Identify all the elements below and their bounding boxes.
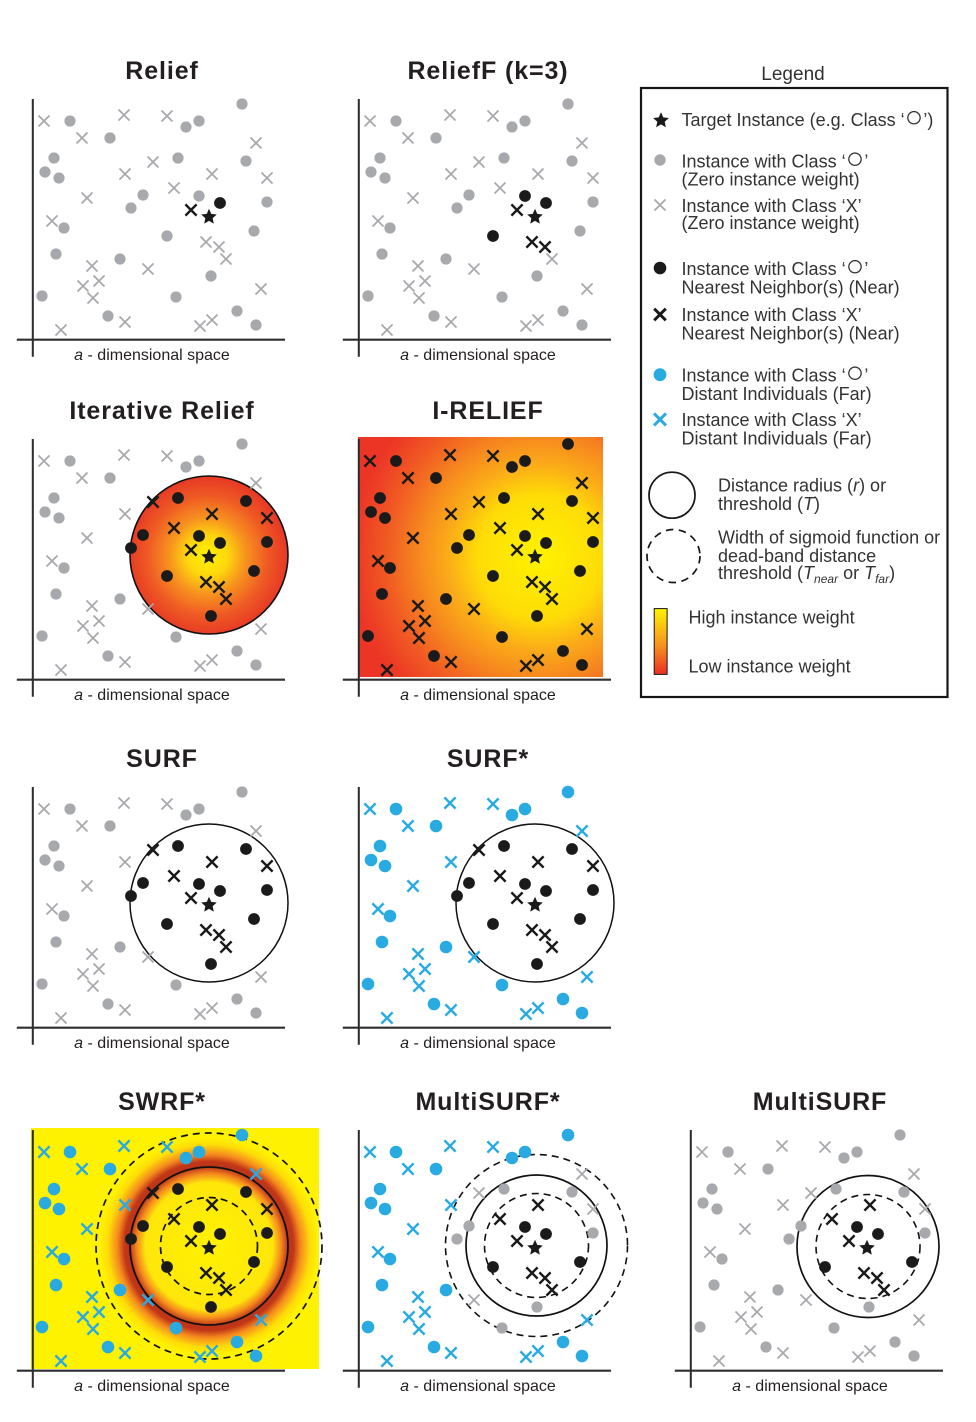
svg-text:a - dimensional space: a - dimensional space: [74, 687, 230, 704]
svg-text:(Zero instance weight): (Zero instance weight): [682, 169, 860, 189]
svg-text:SURF: SURF: [126, 745, 198, 773]
svg-text:a - dimensional space: a - dimensional space: [400, 1378, 556, 1395]
svg-text:Relief: Relief: [125, 57, 198, 85]
svg-text:High instance weight: High instance weight: [689, 608, 855, 628]
svg-text:(Zero instance weight): (Zero instance weight): [682, 213, 860, 233]
svg-text:Instance with Class ‘X’: Instance with Class ‘X’: [682, 410, 862, 430]
svg-text:dead-band distance: dead-band distance: [718, 546, 876, 566]
svg-text:Width of sigmoid function or: Width of sigmoid function or: [718, 528, 940, 548]
svg-text:SWRF*: SWRF*: [118, 1088, 206, 1116]
svg-text:a - dimensional space: a - dimensional space: [400, 347, 556, 364]
svg-text:MultiSURF: MultiSURF: [753, 1088, 887, 1116]
svg-text:SURF*: SURF*: [447, 745, 529, 773]
svg-text:I-RELIEF: I-RELIEF: [432, 397, 543, 425]
svg-text:Nearest Neighbor(s) (Near): Nearest Neighbor(s) (Near): [682, 324, 900, 344]
svg-text:ReliefF (k=3): ReliefF (k=3): [407, 57, 568, 85]
svg-text:a - dimensional space: a - dimensional space: [74, 1035, 230, 1052]
svg-text:a - dimensional space: a - dimensional space: [400, 687, 556, 704]
svg-text:Iterative Relief: Iterative Relief: [69, 397, 254, 425]
svg-text:Low instance weight: Low instance weight: [689, 656, 851, 676]
svg-text:a - dimensional space: a - dimensional space: [400, 1035, 556, 1052]
svg-text:threshold (Tnear or Tfar): threshold (Tnear or Tfar): [718, 563, 895, 586]
svg-text:Distant Individuals (Far): Distant Individuals (Far): [682, 384, 872, 404]
svg-text:Distant Individuals (Far): Distant Individuals (Far): [682, 429, 872, 449]
svg-text:a - dimensional space: a - dimensional space: [732, 1378, 888, 1395]
svg-text:Instance with Class ‘X’: Instance with Class ‘X’: [682, 196, 862, 216]
svg-text:Legend: Legend: [761, 64, 824, 85]
svg-text:Distance radius (r) or: Distance radius (r) or: [718, 475, 886, 495]
svg-text:a - dimensional space: a - dimensional space: [74, 347, 230, 364]
svg-text:threshold (T): threshold (T): [718, 494, 820, 514]
svg-text:MultiSURF*: MultiSURF*: [415, 1088, 560, 1116]
svg-text:Instance with Class ‘X’: Instance with Class ‘X’: [682, 305, 862, 325]
svg-text:a - dimensional space: a - dimensional space: [74, 1378, 230, 1395]
svg-text:Nearest Neighbor(s) (Near): Nearest Neighbor(s) (Near): [682, 278, 900, 298]
